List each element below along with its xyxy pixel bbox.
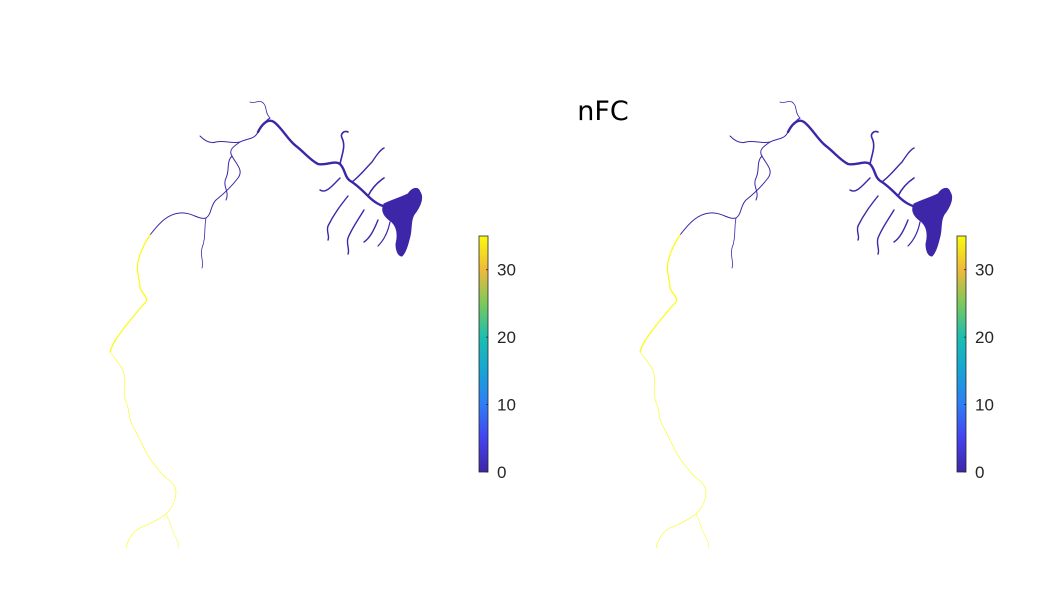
estuary-channel-segment: [249, 101, 271, 119]
colorbar-tick-label: 20: [497, 328, 516, 347]
coastal-channel-segment: [165, 513, 180, 549]
figure-title: nFC: [577, 96, 629, 127]
estuary-channel-segment: [201, 217, 207, 269]
colorbar-tick-label: 30: [497, 261, 516, 280]
colorbar-scale: [956, 235, 967, 473]
estuary-channel-segment: [849, 177, 871, 192]
estuary-channel-segment: [779, 101, 801, 119]
estuary-map: [639, 101, 953, 549]
estuary-channel-segment: [363, 219, 379, 243]
estuary-channel-segment: [856, 195, 879, 241]
estuary-channel-segment: [319, 177, 341, 192]
colorbar-tick-label: 20: [975, 328, 994, 347]
map-panel-right: [639, 101, 953, 549]
colorbar-tick-label: 0: [497, 463, 506, 482]
estuary-channel-segment: [907, 221, 921, 247]
estuary-channel-segment: [786, 119, 922, 210]
colorbar-tick-label: 30: [975, 261, 994, 280]
coastal-channel-segment: [639, 351, 707, 549]
estuary-channel-segment: [199, 135, 241, 144]
estuary-channel-segment: [881, 147, 915, 183]
estuary-channel-segment: [731, 217, 737, 269]
estuary-channel-segment: [869, 130, 879, 165]
colorbar-tick-label: 10: [975, 396, 994, 415]
colorbar-scale: [478, 235, 489, 473]
estuary-channel-segment: [326, 195, 349, 241]
colorbar-tick-label: 10: [497, 396, 516, 415]
map-panel-left: [109, 101, 423, 549]
estuary-channel-segment: [679, 117, 801, 236]
estuary-basin: [382, 187, 423, 257]
estuary-channel-segment: [351, 147, 385, 183]
coastal-channel-segment: [109, 351, 177, 549]
coastal-channel-segment: [109, 234, 151, 353]
estuary-channel-segment: [729, 135, 771, 144]
estuary-channel-segment: [149, 117, 271, 236]
estuary-channel-segment: [893, 219, 909, 243]
estuary-channel-segment: [256, 119, 392, 210]
estuary-channel-segment: [346, 209, 365, 255]
colorbar-tick-label: 0: [975, 463, 984, 482]
estuary-channel-segment: [754, 155, 763, 201]
estuary-channel-segment: [377, 221, 391, 247]
coastal-channel-segment: [695, 513, 710, 549]
colorbar-right: 0 10 20 30: [956, 235, 994, 482]
estuary-basin: [912, 187, 953, 257]
estuary-channel-segment: [339, 130, 349, 165]
estuary-channel-segment: [224, 155, 233, 201]
estuary-map: [109, 101, 423, 549]
estuary-channel-segment: [876, 209, 895, 255]
estuary-channel-segment: [897, 177, 915, 197]
colorbar-left: 0 10 20 30: [478, 235, 516, 482]
estuary-channel-segment: [367, 177, 385, 197]
coastal-channel-segment: [639, 234, 681, 353]
